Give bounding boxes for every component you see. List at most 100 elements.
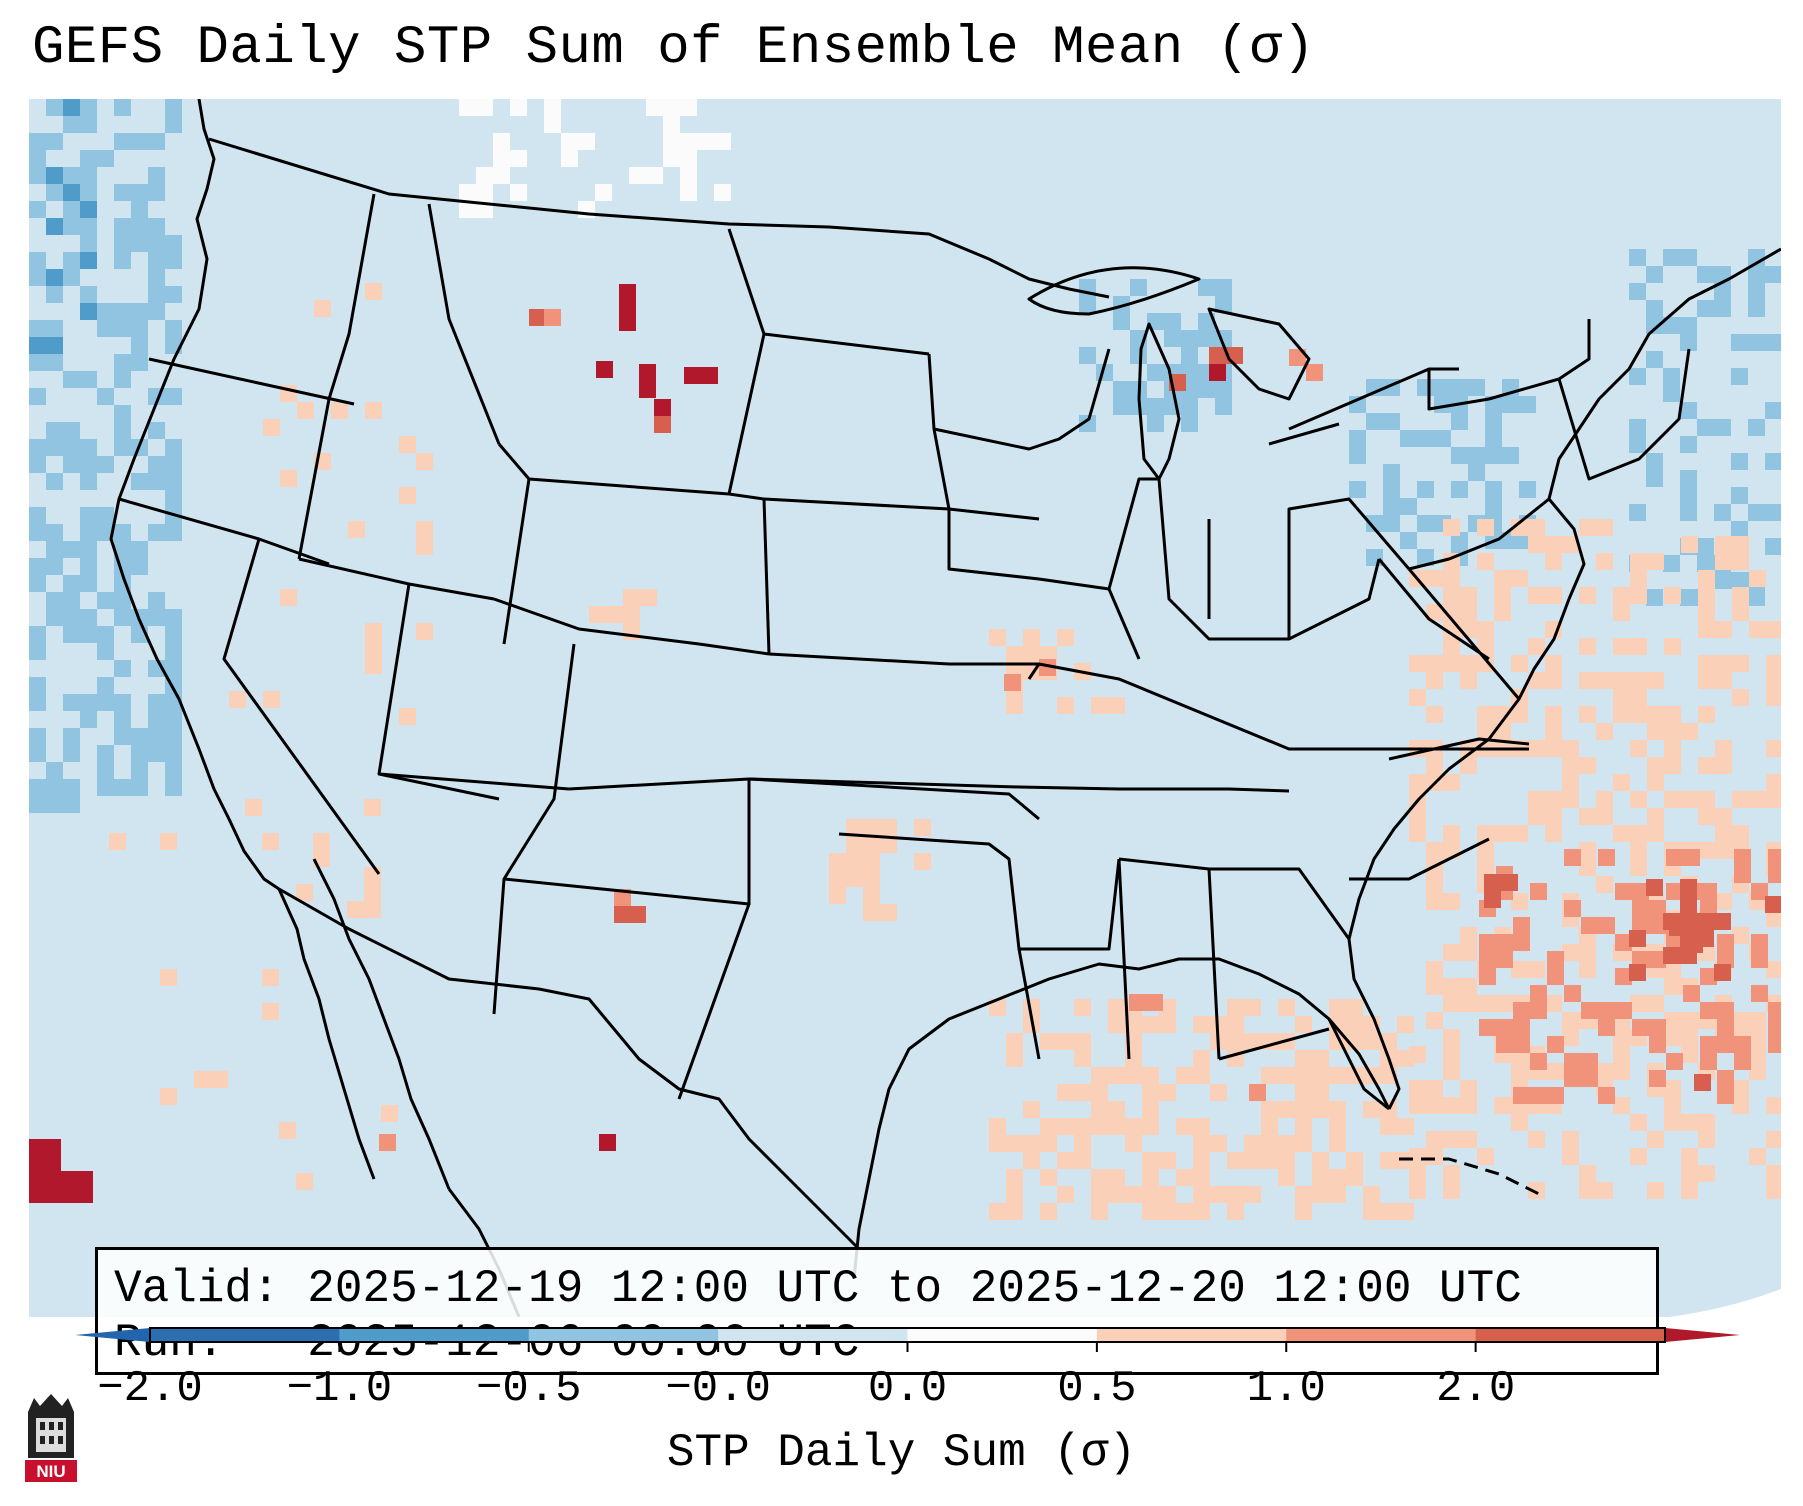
anomaly-cell — [80, 184, 97, 201]
anomaly-cell — [1715, 842, 1732, 859]
anomaly-cell — [1630, 689, 1647, 706]
anomaly-cell — [1732, 825, 1749, 842]
anomaly-cell — [1426, 978, 1443, 995]
anomaly-cell — [1349, 481, 1366, 498]
anomaly-cell — [245, 799, 262, 816]
anomaly-cell — [1479, 934, 1496, 951]
anomaly-cell — [148, 303, 165, 320]
anomaly-cell — [1680, 334, 1697, 351]
anomaly-cell — [1766, 1131, 1781, 1148]
anomaly-cell — [1596, 1063, 1613, 1080]
anomaly-cell — [1768, 1036, 1781, 1053]
anomaly-cell — [1731, 334, 1748, 351]
anomaly-cell — [1715, 740, 1732, 757]
anomaly-cell — [165, 286, 182, 303]
anomaly-cell — [1766, 655, 1781, 672]
anomaly-cell — [114, 439, 131, 456]
anomaly-cell — [148, 218, 165, 235]
anomaly-cell — [1079, 347, 1096, 364]
anomaly-cell — [1686, 936, 1703, 953]
anomaly-cell — [1057, 629, 1074, 646]
anomaly-cell — [1615, 1002, 1632, 1019]
anomaly-cell — [63, 116, 80, 133]
anomaly-cell — [1417, 515, 1434, 532]
anomaly-cell — [148, 609, 165, 626]
anomaly-cell — [165, 320, 182, 337]
anomaly-cell — [1666, 1053, 1683, 1070]
anomaly-cell — [1426, 757, 1443, 774]
anomaly-cell — [1460, 655, 1477, 672]
anomaly-cell — [1227, 1033, 1244, 1050]
anomaly-cell — [599, 1134, 616, 1151]
colorbar-bin — [528, 1328, 719, 1342]
anomaly-cell — [1664, 1080, 1681, 1097]
anomaly-cell — [1176, 1067, 1193, 1084]
anomaly-cell — [1613, 825, 1630, 842]
anomaly-cell — [1108, 999, 1125, 1016]
anomaly-cell — [1562, 791, 1579, 808]
anomaly-cell — [148, 133, 165, 150]
anomaly-cell — [1766, 1182, 1781, 1199]
anomaly-cell — [1528, 638, 1545, 655]
colorbar-label: STP Daily Sum (σ) — [666, 1427, 1137, 1479]
anomaly-cell — [1079, 415, 1096, 432]
anomaly-cell — [1295, 1186, 1312, 1203]
anomaly-cell — [1630, 825, 1647, 842]
anomaly-cell — [1494, 825, 1511, 842]
anomaly-cell — [1023, 1135, 1040, 1152]
logo-text: NIU — [36, 1462, 65, 1481]
anomaly-cell — [165, 660, 182, 677]
anomaly-cell — [1646, 351, 1663, 368]
anomaly-cell — [1598, 849, 1615, 866]
anomaly-cell — [493, 150, 510, 167]
anomaly-cell — [399, 487, 416, 504]
anomaly-cell — [1142, 1203, 1159, 1220]
anomaly-cell — [63, 201, 80, 218]
anomaly-cell — [80, 558, 97, 575]
anomaly-cell — [29, 575, 46, 592]
anomaly-cell — [476, 184, 493, 201]
anomaly-cell — [1366, 515, 1383, 532]
anomaly-cell — [365, 640, 382, 657]
anomaly-cell — [148, 184, 165, 201]
anomaly-cell — [1108, 1118, 1125, 1135]
anomaly-cell — [1545, 791, 1562, 808]
anomaly-cell — [1295, 1135, 1312, 1152]
anomaly-cell — [639, 364, 656, 381]
anomaly-cell — [313, 833, 330, 850]
anomaly-cell — [63, 269, 80, 286]
anomaly-cell — [1513, 1087, 1530, 1104]
anomaly-cell — [1091, 1084, 1108, 1101]
anomaly-cell — [1734, 849, 1751, 866]
anomaly-cell — [131, 218, 148, 235]
anomaly-cell — [1732, 604, 1749, 621]
colorbar-over-arrow — [1665, 1328, 1740, 1342]
anomaly-cell — [80, 575, 97, 592]
anomaly-cell — [63, 745, 80, 762]
anomaly-cell — [1040, 646, 1057, 663]
anomaly-cell — [1346, 1016, 1363, 1033]
anomaly-cell — [80, 150, 97, 167]
anomaly-cell — [510, 184, 527, 201]
anomaly-cell — [1159, 1084, 1176, 1101]
anomaly-cell — [714, 184, 731, 201]
anomaly-cell — [1426, 961, 1443, 978]
anomaly-cell — [1681, 1148, 1698, 1165]
anomaly-cell — [1502, 532, 1519, 549]
anomaly-cell — [1714, 419, 1731, 436]
anomaly-cell — [331, 402, 348, 419]
anomaly-cell — [1680, 589, 1697, 606]
anomaly-cell — [1113, 313, 1130, 330]
anomaly-cell — [46, 524, 63, 541]
anomaly-cell — [1502, 447, 1519, 464]
anomaly-cell — [1579, 587, 1596, 604]
anomaly-cell — [131, 133, 148, 150]
anomaly-cell — [1647, 706, 1664, 723]
anomaly-cell — [347, 901, 364, 918]
anomaly-cell — [1715, 655, 1732, 672]
anomaly-cell — [1434, 430, 1451, 447]
anomaly-cell — [1562, 944, 1579, 961]
anomaly-cell — [1681, 1165, 1698, 1182]
anomaly-cell — [114, 235, 131, 252]
anomaly-cell — [1142, 1169, 1159, 1186]
